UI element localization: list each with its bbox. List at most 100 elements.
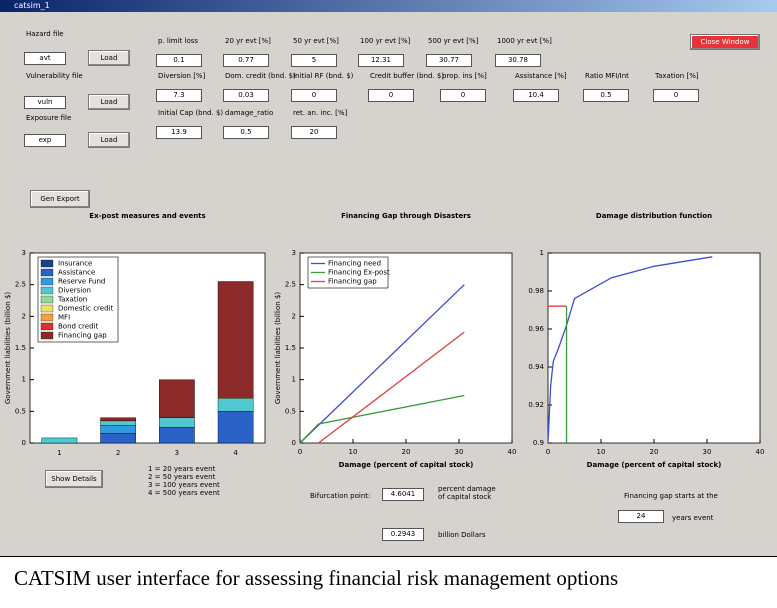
field-label: 500 yr evt [%] xyxy=(428,37,479,45)
field-input[interactable]: 0.5 xyxy=(583,89,629,102)
field-input[interactable]: 7.3 xyxy=(156,89,202,102)
bar-segment xyxy=(217,281,254,398)
y-tick-label: 0.96 xyxy=(528,325,544,333)
legend-label: Insurance xyxy=(58,260,92,268)
legend-swatch xyxy=(40,295,54,304)
legend-label: MFI xyxy=(58,314,70,322)
y-tick-label: 0 xyxy=(292,439,296,447)
y-tick-label: 0 xyxy=(22,439,26,447)
field-label: Diversion [%] xyxy=(158,72,206,80)
y-tick-label: 1.5 xyxy=(285,344,296,352)
field-label: 50 yr evt [%] xyxy=(293,37,339,45)
field-input[interactable]: 20 xyxy=(291,126,337,139)
field-input[interactable]: 30.78 xyxy=(495,54,541,67)
bar-segment xyxy=(217,411,254,444)
y-tick-label: 0.5 xyxy=(285,407,296,415)
y-tick-label: 1.5 xyxy=(15,344,26,352)
field-input[interactable]: 0.77 xyxy=(223,54,269,67)
chart-title: Damage distribution function xyxy=(596,212,712,220)
load-button[interactable]: Load xyxy=(88,132,130,148)
event-key: 1 = 20 years event xyxy=(148,465,216,473)
bar-segment xyxy=(100,433,136,444)
bar-segment xyxy=(217,398,254,412)
bif-value: 4.6041 xyxy=(382,488,424,501)
y-tick-label: 1 xyxy=(540,249,544,257)
bif-unit: percent damage of capital stock xyxy=(438,485,496,501)
export-button[interactable]: Gen Export xyxy=(30,190,90,208)
y-tick-label: 1 xyxy=(22,376,26,384)
window: catsim_1 Ex-post measures and events Gove… xyxy=(0,0,777,556)
field-label: ret. an. inc. [%] xyxy=(293,109,348,117)
legend-label: Financing gap xyxy=(58,332,107,340)
title-bar: catsim_1 xyxy=(0,0,777,12)
file-label: Exposure file xyxy=(26,114,72,122)
details-button[interactable]: Show Details xyxy=(45,470,103,488)
legend-swatch xyxy=(40,313,54,322)
field-input[interactable]: 13.9 xyxy=(156,126,202,139)
field-input[interactable]: 0 xyxy=(291,89,337,102)
field-input[interactable]: 0.03 xyxy=(223,89,269,102)
file-input[interactable]: exp xyxy=(24,134,66,147)
file-input[interactable]: avt xyxy=(24,52,66,65)
legend-swatch xyxy=(40,259,54,268)
x-tick-label: 10 xyxy=(349,448,358,456)
chart-title: Financing Gap through Disasters xyxy=(341,212,471,220)
bif-label: Bifurcation point: xyxy=(310,492,371,500)
legend-swatch xyxy=(40,268,54,277)
x-tick-label: 10 xyxy=(597,448,606,456)
field-input[interactable]: 0 xyxy=(653,89,699,102)
bar-segment xyxy=(41,437,78,444)
gap-unit: years event xyxy=(672,514,714,522)
field-input[interactable]: 0.1 xyxy=(156,54,202,67)
field-input[interactable]: 0 xyxy=(440,89,486,102)
event-key: 4 = 500 years event xyxy=(148,489,220,497)
close-button[interactable]: Close Window xyxy=(690,34,760,50)
bar-segment xyxy=(159,417,195,428)
x-tick-label: 3 xyxy=(175,449,179,457)
y-axis-label: Government liabilities (billion $) xyxy=(274,292,282,405)
y-tick-label: 3 xyxy=(292,249,296,257)
x-tick-label: 40 xyxy=(508,448,517,456)
field-input[interactable]: 30.77 xyxy=(426,54,472,67)
field-label: Assistance [%] xyxy=(515,72,567,80)
field-input[interactable]: 5 xyxy=(291,54,337,67)
field-input[interactable]: 0.5 xyxy=(223,126,269,139)
event-key: 2 = 50 years event xyxy=(148,473,216,481)
y-tick-label: 0.92 xyxy=(528,401,544,409)
x-tick-label: 30 xyxy=(455,448,464,456)
file-input[interactable]: vuln xyxy=(24,96,66,109)
x-tick-label: 1 xyxy=(57,449,61,457)
y-tick-label: 2.5 xyxy=(15,281,26,289)
field-label: Dom. credit (bnd. $) xyxy=(225,72,296,80)
bif-unit2: billion Dollars xyxy=(438,531,486,539)
gap-label: Financing gap starts at the xyxy=(624,492,718,500)
y-tick-label: 3 xyxy=(22,249,26,257)
bar-segment xyxy=(100,417,136,422)
caption-frame xyxy=(0,556,777,608)
field-label: Initial Cap (bnd. $) xyxy=(158,109,224,117)
field-label: 1000 yr evt [%] xyxy=(497,37,552,45)
field-label: 20 yr evt [%] xyxy=(225,37,271,45)
load-button[interactable]: Load xyxy=(88,50,130,66)
legend-label: Bond credit xyxy=(58,323,98,331)
legend-label: Assistance xyxy=(58,269,95,277)
load-button[interactable]: Load xyxy=(88,94,130,110)
field-label: Taxation [%] xyxy=(655,72,699,80)
field-label: Credit buffer (bnd. $) xyxy=(370,72,445,80)
y-tick-label: 2 xyxy=(292,312,296,320)
field-input[interactable]: 0 xyxy=(368,89,414,102)
legend-label: Financing gap xyxy=(328,278,377,286)
field-label: p. limit loss xyxy=(158,37,199,45)
x-tick-label: 20 xyxy=(650,448,659,456)
y-tick-label: 0.5 xyxy=(15,407,26,415)
file-label: Vulnerability file xyxy=(26,72,83,80)
legend-label: Domestic credit xyxy=(58,305,113,313)
plot-area xyxy=(547,252,761,444)
field-input[interactable]: 12.31 xyxy=(358,54,404,67)
field-input[interactable]: 10.4 xyxy=(513,89,559,102)
x-tick-label: 2 xyxy=(116,449,120,457)
bar-segment xyxy=(100,420,136,426)
legend-swatch xyxy=(40,304,54,313)
x-tick-label: 20 xyxy=(402,448,411,456)
